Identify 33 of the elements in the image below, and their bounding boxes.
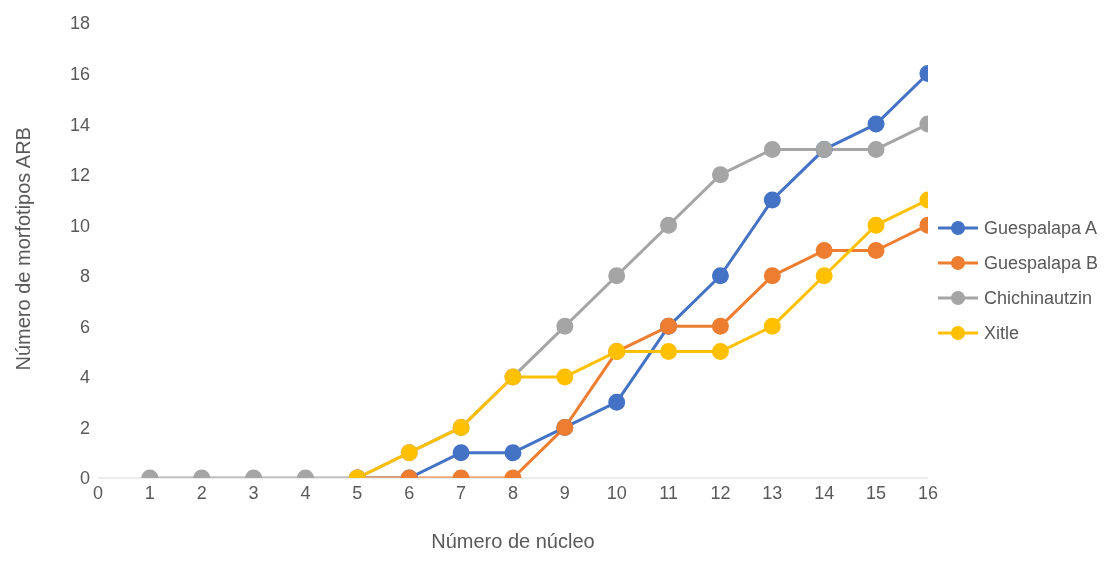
x-tick-label: 16 — [917, 482, 938, 503]
x-tick-label: 9 — [559, 482, 570, 503]
legend-label: Xitle — [983, 322, 1019, 344]
y-tick-label: 4 — [79, 367, 90, 388]
legend-label: Guespalapa A — [983, 217, 1097, 239]
x-tick-label: 3 — [248, 482, 259, 503]
x-tick-label: 12 — [710, 482, 731, 503]
x-tick-label: 5 — [352, 482, 363, 503]
y-tick-label: 14 — [69, 114, 90, 135]
x-tick-label: 7 — [456, 482, 467, 503]
x-tick-label: 0 — [92, 482, 104, 503]
x-tick-label: 11 — [659, 482, 678, 503]
y-tick-label: 8 — [79, 266, 90, 287]
y-tick-label: 10 — [69, 215, 90, 236]
y-tick-label: 18 — [69, 13, 90, 34]
y-tick-label: 16 — [69, 63, 90, 84]
x-tick-label: 6 — [404, 482, 415, 503]
x-tick-label: 15 — [866, 482, 887, 503]
x-axis-title: Número de núcleo — [431, 530, 595, 552]
y-tick-label: 6 — [79, 316, 90, 337]
y-axis-title: Número de morfotipos ARB — [12, 127, 35, 371]
y-tick-label: 2 — [79, 417, 90, 438]
x-tick-label: 4 — [300, 482, 311, 503]
x-tick-label: 2 — [196, 482, 207, 503]
x-tick-label: 1 — [144, 482, 155, 503]
legend-label: Chichinautzin — [983, 287, 1092, 309]
x-tick-label: 13 — [762, 482, 783, 503]
legend-label: Guespalapa B — [983, 252, 1098, 274]
x-tick-label: 14 — [814, 482, 835, 503]
x-tick-label: 8 — [507, 482, 518, 503]
y-tick-label: 0 — [79, 468, 90, 489]
y-tick-label: 12 — [69, 165, 90, 186]
x-tick-label: 10 — [606, 482, 627, 503]
